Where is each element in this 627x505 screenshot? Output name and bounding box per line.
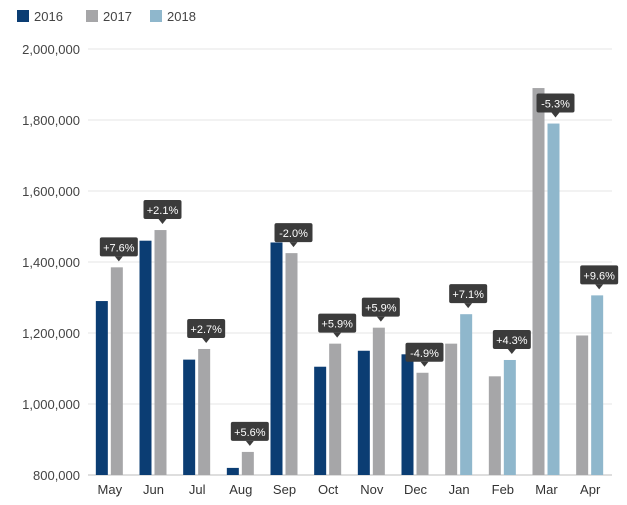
x-tick-label: Jun — [143, 482, 164, 497]
legend-swatch-2017 — [86, 10, 98, 22]
bar-2018-mar — [547, 123, 560, 476]
callout-bubble — [405, 342, 444, 362]
bar-2018-apr — [591, 295, 604, 475]
y-tick-label: 1,400,000 — [22, 255, 80, 270]
callout-pointer — [333, 332, 342, 338]
callout-bubble — [580, 265, 619, 285]
callout-label: -2.0% — [279, 228, 308, 240]
bar-2017-mar — [532, 88, 545, 476]
x-tick-label: Jul — [189, 482, 206, 497]
callout-pointer — [595, 284, 604, 290]
x-tick-label: Nov — [360, 482, 384, 497]
callout-bubble — [449, 284, 488, 304]
callout-label: -4.9% — [410, 348, 439, 360]
callout-label: +7.6% — [103, 242, 135, 254]
x-tick-label: Mar — [535, 482, 558, 497]
bar-2016-may — [95, 301, 108, 475]
callout-pointer — [376, 316, 385, 322]
legend-swatch-2018 — [150, 10, 162, 22]
callout-label: -5.3% — [541, 99, 570, 111]
y-tick-label: 2,000,000 — [22, 42, 80, 57]
callout-pointer — [202, 337, 211, 343]
callout-label: +2.1% — [147, 205, 179, 217]
legend-label-2017: 2017 — [103, 9, 132, 24]
legend-label-2016: 2016 — [34, 9, 63, 24]
x-tick-label: Apr — [580, 482, 601, 497]
bar-2017-feb — [488, 376, 501, 475]
callout-bubble — [274, 223, 313, 243]
bar-2018-feb — [503, 359, 516, 475]
x-tick-label: Dec — [404, 482, 428, 497]
x-tick-label: May — [98, 482, 123, 497]
callout-bubble — [536, 93, 575, 113]
callout-pointer — [551, 112, 560, 118]
bar-2016-aug — [226, 467, 239, 475]
callout-pointer — [289, 242, 298, 248]
callout-pointer — [114, 256, 123, 262]
bar-2017-aug — [241, 451, 254, 475]
callout-bubble — [361, 297, 400, 317]
x-tick-label: Aug — [229, 482, 252, 497]
bar-2016-nov — [357, 350, 370, 475]
callout-pointer — [507, 348, 516, 354]
callout-bubble — [318, 313, 357, 333]
bar-2017-jul — [198, 348, 211, 475]
y-tick-label: 1,600,000 — [22, 184, 80, 199]
callout-label: +2.7% — [190, 324, 222, 336]
callout-label: +5.9% — [321, 319, 353, 331]
callout-label: +4.3% — [496, 335, 528, 347]
bar-2017-apr — [576, 335, 589, 475]
bar-2016-dec — [401, 354, 414, 475]
callout-bubble — [230, 421, 269, 441]
callout-pointer — [420, 361, 429, 367]
x-tick-label: Oct — [318, 482, 339, 497]
y-tick-label: 800,000 — [33, 468, 80, 483]
callout-bubble — [143, 200, 182, 220]
legend-swatch-2016 — [17, 10, 29, 22]
x-tick-label: Sep — [273, 482, 296, 497]
x-tick-label: Feb — [492, 482, 514, 497]
bar-2018-jan — [460, 314, 473, 475]
bar-2017-oct — [329, 343, 342, 475]
callout-label: +5.9% — [365, 303, 397, 315]
callout-bubble — [99, 237, 138, 257]
callout-bubble — [492, 329, 531, 349]
bar-2016-sep — [270, 242, 283, 475]
x-tick-label: Jan — [449, 482, 470, 497]
bar-2017-dec — [416, 372, 429, 475]
y-tick-label: 1,000,000 — [22, 397, 80, 412]
bar-2017-jun — [154, 230, 167, 475]
bar-2016-oct — [314, 366, 327, 475]
legend-label-2018: 2018 — [167, 9, 196, 24]
bar-2016-jun — [139, 240, 152, 475]
bar-2017-may — [110, 267, 123, 475]
bar-2016-jul — [183, 359, 196, 475]
bar-2017-sep — [285, 253, 298, 475]
callout-label: +9.6% — [583, 270, 615, 282]
callout-pointer — [464, 303, 473, 309]
y-tick-label: 1,200,000 — [22, 326, 80, 341]
callout-pointer — [245, 440, 254, 446]
bar-2017-jan — [445, 343, 458, 475]
callout-pointer — [158, 219, 167, 225]
bar-2017-nov — [372, 327, 385, 475]
callout-bubble — [187, 318, 226, 338]
callout-label: +7.1% — [452, 289, 484, 301]
y-tick-label: 1,800,000 — [22, 113, 80, 128]
callout-label: +5.6% — [234, 427, 266, 439]
